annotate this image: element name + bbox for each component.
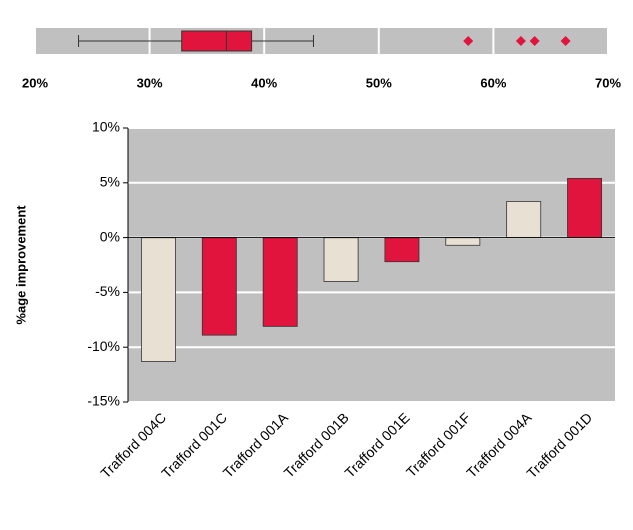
outlier [463,36,474,46]
y-tick-label: -5% [95,283,120,299]
outlier [560,36,571,46]
plot-area [128,128,615,402]
x-tick-label: Trafford 001E [341,409,412,480]
y-tick-label: -15% [87,393,120,409]
y-axis-label: %age improvement [13,205,28,325]
y-tick-label: 5% [100,174,120,190]
x-tick-label: 70% [595,75,621,90]
x-tick-label: Trafford 001C [158,409,230,481]
bar [506,201,542,239]
bar [140,237,176,362]
bar [201,237,237,336]
y-tick-label: -10% [87,338,120,354]
box [181,30,253,52]
bar [567,178,603,238]
bar [323,237,359,282]
x-tick-label: 30% [137,75,163,90]
x-tick-label: 50% [366,75,392,90]
y-tick-label: 0% [100,228,120,244]
y-tick-label: 10% [92,119,120,135]
x-tick-label: 40% [251,75,277,90]
x-tick-label: 60% [480,75,506,90]
outlier [529,36,540,46]
bar [262,237,298,327]
bar [384,237,420,263]
x-tick-label: 20% [22,75,48,90]
x-tick-label: Trafford 001D [523,409,595,481]
outlier [515,36,526,46]
bar [445,237,481,246]
